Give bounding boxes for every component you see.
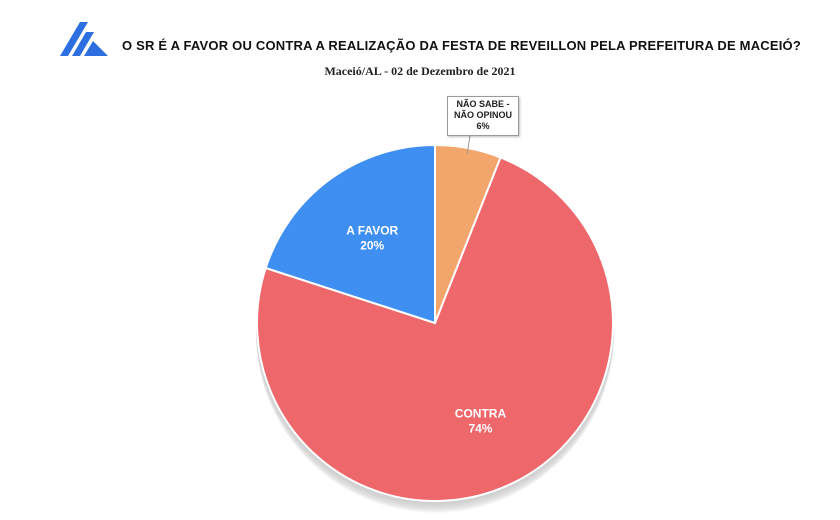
pie-slice-a-favor	[264, 143, 436, 325]
slice-label-contra: CONTRA	[455, 407, 507, 421]
logo-stripe-3	[84, 41, 108, 56]
logo-stripe-2	[72, 32, 94, 56]
slice-value-contra: 74%	[468, 422, 492, 436]
callout-line-2: NÃO OPINOU	[453, 110, 512, 120]
brand-logo	[60, 22, 108, 56]
chart-subtitle: Maceió/AL - 02 de Dezembro de 2021	[324, 64, 516, 78]
callout-value: 6%	[476, 121, 490, 131]
slice-callout-nao-sabe: NÃO SABE - NÃO OPINOU 6%	[447, 96, 519, 136]
slice-value-a-favor: 20%	[360, 239, 384, 253]
chart-title: O SR É A FAVOR OU CONTRA A REALIZAÇÃO DA…	[122, 38, 802, 53]
slice-leader-line	[466, 134, 471, 155]
pie-slice-contra	[256, 156, 614, 502]
logo-stripe-1	[60, 22, 88, 56]
slice-label-a-favor: A FAVOR	[346, 224, 398, 238]
callout-line-1: NÃO SABE -	[456, 99, 510, 109]
